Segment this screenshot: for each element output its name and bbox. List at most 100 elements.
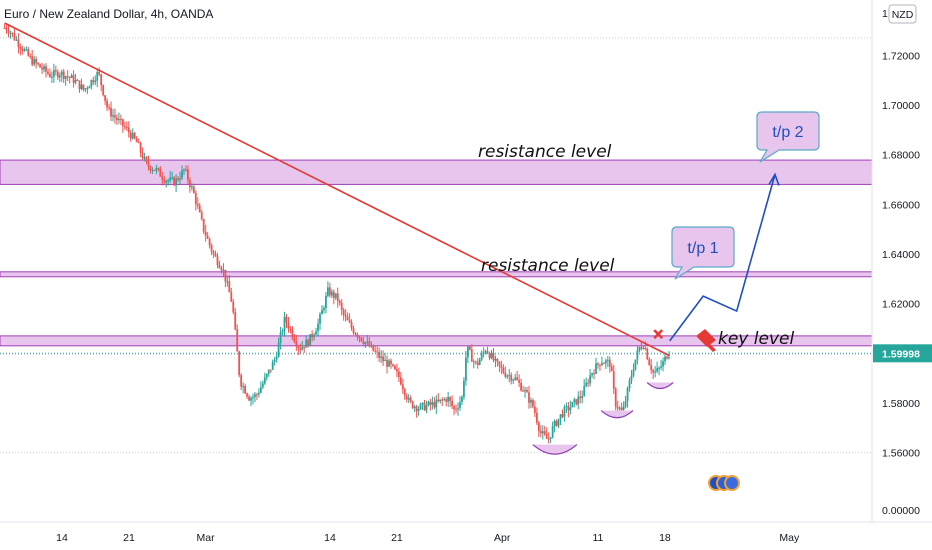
candle bbox=[234, 312, 237, 330]
candle bbox=[200, 212, 203, 219]
candle bbox=[547, 438, 550, 440]
candle bbox=[530, 399, 532, 403]
candle bbox=[502, 367, 505, 373]
y-tick-label: 1.64000 bbox=[882, 249, 920, 261]
candle bbox=[374, 350, 377, 352]
candle bbox=[368, 341, 371, 347]
candle bbox=[202, 218, 205, 232]
candle bbox=[163, 179, 166, 183]
candle bbox=[181, 170, 183, 179]
candle bbox=[512, 379, 515, 381]
candle bbox=[380, 356, 383, 358]
candle bbox=[435, 399, 438, 408]
candle bbox=[129, 132, 132, 139]
currency-badge[interactable] bbox=[888, 4, 917, 24]
candle bbox=[319, 314, 321, 324]
candle bbox=[279, 332, 282, 343]
candle bbox=[141, 152, 144, 159]
candle bbox=[47, 71, 49, 74]
candle bbox=[498, 361, 501, 366]
candle bbox=[19, 46, 22, 49]
candle bbox=[409, 397, 412, 402]
candle bbox=[254, 394, 256, 398]
candle bbox=[121, 119, 124, 126]
candle bbox=[348, 320, 351, 323]
candle bbox=[608, 359, 611, 367]
candle bbox=[3, 27, 6, 29]
candle bbox=[240, 375, 243, 387]
tp2-callout-box bbox=[756, 111, 820, 163]
candle bbox=[634, 359, 637, 370]
candle bbox=[626, 387, 629, 402]
current-price-label: 1.59998 bbox=[882, 348, 920, 360]
candle bbox=[551, 426, 554, 438]
candle bbox=[80, 84, 83, 90]
candle bbox=[622, 406, 625, 411]
candle bbox=[403, 389, 406, 396]
candle bbox=[571, 402, 574, 408]
candle bbox=[218, 265, 221, 269]
candle bbox=[116, 117, 118, 121]
candle bbox=[433, 402, 436, 408]
candle bbox=[463, 380, 465, 397]
candle bbox=[147, 161, 150, 167]
candle bbox=[119, 118, 122, 120]
candle bbox=[222, 269, 225, 271]
tp2-callout: t/p 2 bbox=[756, 111, 820, 163]
candle bbox=[17, 39, 20, 47]
candle bbox=[5, 28, 8, 31]
candle bbox=[500, 365, 503, 368]
candle bbox=[557, 418, 560, 426]
candle bbox=[25, 49, 28, 51]
candle bbox=[453, 406, 455, 410]
candle bbox=[591, 373, 593, 376]
candle bbox=[259, 387, 262, 393]
candle bbox=[307, 339, 310, 346]
candle bbox=[214, 253, 217, 257]
candle bbox=[437, 399, 440, 402]
candle bbox=[155, 168, 158, 171]
candle bbox=[585, 382, 588, 386]
candle bbox=[516, 377, 519, 381]
candle bbox=[392, 364, 394, 366]
candle bbox=[372, 344, 375, 351]
candle bbox=[60, 71, 63, 76]
candle bbox=[496, 358, 499, 362]
candle bbox=[539, 430, 542, 434]
candle bbox=[37, 63, 39, 65]
candle bbox=[378, 352, 381, 358]
current-price-tag bbox=[873, 344, 932, 363]
candle bbox=[486, 351, 489, 354]
candle bbox=[185, 169, 187, 171]
x-tick-label: Apr bbox=[494, 532, 511, 544]
event-marker-icon[interactable] bbox=[724, 475, 740, 491]
candle bbox=[88, 86, 91, 89]
candle bbox=[271, 361, 274, 370]
candle bbox=[553, 421, 556, 427]
candle bbox=[108, 107, 110, 109]
x-tick-label: 18 bbox=[659, 532, 671, 544]
candle bbox=[7, 30, 10, 34]
candle bbox=[133, 132, 136, 139]
currency-badge-label: NZD bbox=[892, 9, 914, 21]
candle bbox=[283, 316, 286, 331]
candle bbox=[421, 402, 424, 405]
candle bbox=[94, 80, 97, 83]
candle bbox=[325, 295, 327, 309]
candle bbox=[187, 169, 189, 180]
candle bbox=[190, 186, 193, 188]
candle bbox=[291, 329, 294, 338]
candle bbox=[508, 375, 511, 377]
projection-arrowhead bbox=[768, 172, 780, 186]
candle bbox=[399, 377, 402, 385]
candle bbox=[638, 347, 641, 351]
candle bbox=[183, 169, 185, 171]
candle bbox=[332, 291, 335, 298]
candle bbox=[216, 256, 219, 266]
candle bbox=[484, 351, 487, 353]
candle bbox=[599, 364, 601, 366]
candle bbox=[464, 357, 467, 381]
candle bbox=[480, 353, 483, 360]
candle bbox=[668, 357, 670, 359]
